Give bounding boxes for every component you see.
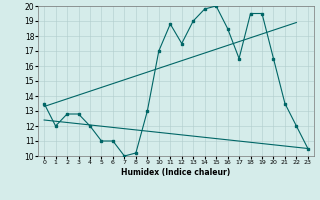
X-axis label: Humidex (Indice chaleur): Humidex (Indice chaleur): [121, 168, 231, 177]
